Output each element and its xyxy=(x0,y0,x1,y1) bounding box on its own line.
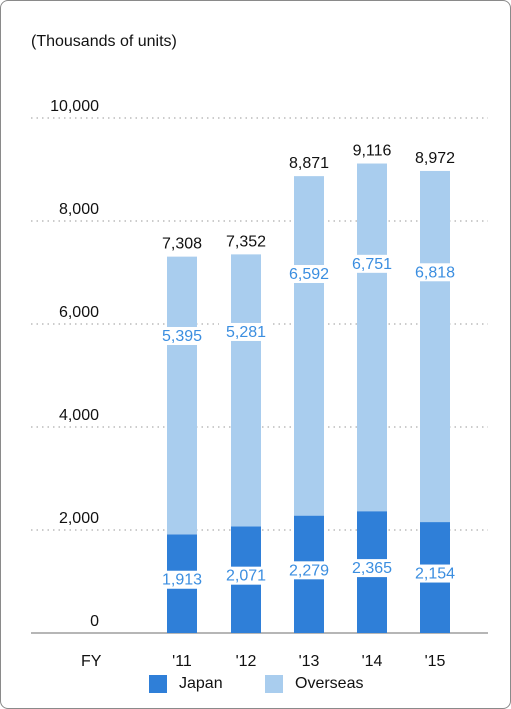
total-label: 7,308 xyxy=(162,236,202,253)
y-tick-label: 8,000 xyxy=(59,201,99,218)
y-tick-label: 2,000 xyxy=(59,510,99,527)
bar-segment-overseas xyxy=(231,254,261,527)
legend-item-overseas: Overseas xyxy=(265,675,363,693)
y-tick-label: 0 xyxy=(90,613,99,630)
label-backing xyxy=(345,559,399,578)
total-label: 7,352 xyxy=(226,233,266,250)
bar-segment-overseas xyxy=(167,256,197,535)
x-tick-label: '15 xyxy=(425,653,446,670)
y-tick-label: 10,000 xyxy=(50,98,99,115)
label-backing xyxy=(408,564,462,583)
overseas-value-label: 6,818 xyxy=(415,264,455,281)
legend-item-japan: Japan xyxy=(149,675,223,693)
x-tick-label: '12 xyxy=(236,653,257,670)
label-backing xyxy=(345,254,399,273)
y-tick-label: 4,000 xyxy=(59,407,99,424)
total-label: 8,871 xyxy=(289,155,329,172)
japan-value-label: 2,365 xyxy=(352,560,392,577)
japan-value-label: 2,154 xyxy=(415,566,455,583)
legend-swatch-japan xyxy=(149,675,167,693)
total-label: 8,972 xyxy=(415,150,455,167)
overseas-value-label: 6,751 xyxy=(352,256,392,273)
legend-label-overseas: Overseas xyxy=(295,675,364,692)
japan-value-label: 1,913 xyxy=(162,572,202,589)
label-backing xyxy=(219,322,273,341)
japan-value-label: 2,071 xyxy=(226,568,266,585)
total-label: 9,116 xyxy=(353,143,392,160)
overseas-value-label: 5,395 xyxy=(162,328,202,345)
x-tick-label: '13 xyxy=(299,653,320,670)
legend-label-japan: Japan xyxy=(179,675,223,692)
label-backing xyxy=(282,561,336,580)
x-axis-prefix: FY xyxy=(81,653,102,670)
overseas-value-label: 6,592 xyxy=(289,266,329,283)
label-backing xyxy=(408,263,462,282)
legend-swatch-overseas xyxy=(265,675,283,693)
japan-value-label: 2,279 xyxy=(289,562,329,579)
label-backing xyxy=(155,570,209,589)
label-backing xyxy=(282,264,336,283)
bar-segment-overseas xyxy=(420,170,450,523)
label-backing xyxy=(155,326,209,345)
x-tick-label: '14 xyxy=(362,653,383,670)
label-backing xyxy=(219,566,273,585)
bar-segment-overseas xyxy=(357,163,387,512)
y-tick-label: 6,000 xyxy=(59,304,99,321)
bar-segment-overseas xyxy=(294,176,324,516)
unit-label: (Thousands of units) xyxy=(31,33,177,50)
x-tick-label: '11 xyxy=(172,653,192,670)
overseas-value-label: 5,281 xyxy=(226,324,266,341)
